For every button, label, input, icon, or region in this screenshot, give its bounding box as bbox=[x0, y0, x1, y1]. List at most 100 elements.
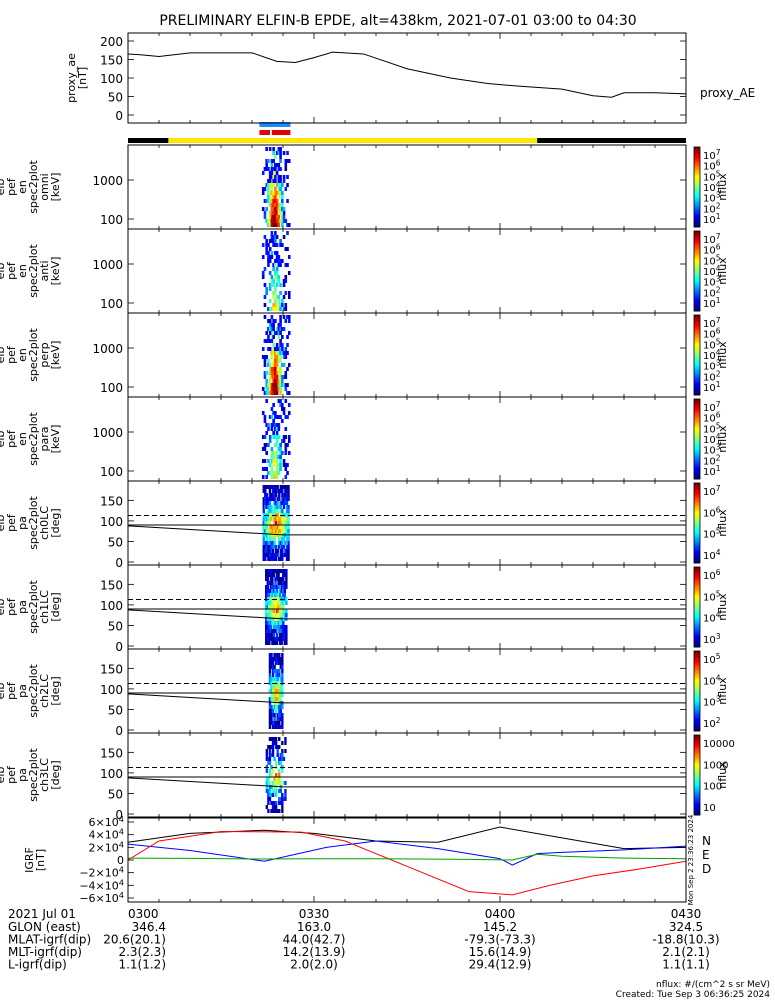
pitch-angle-cell bbox=[268, 509, 272, 513]
colorbar-cell bbox=[694, 633, 700, 636]
pitch-angle-cell bbox=[276, 681, 279, 685]
pitch-angle-cell bbox=[278, 781, 281, 785]
pitch-angle-panel-ylabel-line: elb bbox=[0, 515, 7, 532]
pitch-angle-cell bbox=[276, 685, 279, 689]
pitch-angle-cell bbox=[268, 581, 271, 585]
colorbar-cell bbox=[694, 191, 700, 194]
colorbar-cell bbox=[694, 223, 700, 226]
spectrogram-cell bbox=[279, 339, 282, 343]
spectrogram-cell bbox=[270, 371, 274, 375]
colorbar-cell bbox=[694, 421, 700, 424]
spectrogram-cell bbox=[275, 427, 279, 431]
pitch-angle-cell bbox=[279, 681, 282, 685]
colorbar-cell bbox=[694, 687, 700, 690]
colorbar-cell bbox=[694, 783, 700, 786]
pitch-angle-cell bbox=[267, 745, 270, 749]
pitch-angle-cell bbox=[276, 673, 279, 677]
colorbar-cell bbox=[694, 613, 700, 616]
spectrogram-cell bbox=[272, 147, 275, 151]
pitch-angle-cell bbox=[283, 597, 287, 601]
pitch-angle-cell bbox=[265, 605, 268, 609]
spectrogram-cell bbox=[275, 199, 279, 203]
pitch-angle-cell bbox=[272, 597, 276, 601]
spectrogram-cell bbox=[272, 203, 275, 207]
pitch-angle-cell bbox=[273, 557, 276, 561]
colorbar-tick-label: 100 bbox=[703, 782, 722, 793]
spectrogram-cell bbox=[286, 383, 289, 387]
spectrogram-cell bbox=[270, 471, 274, 475]
axes bbox=[127, 32, 701, 903]
pitch-angle-cell bbox=[274, 657, 278, 661]
spectrogram-cell bbox=[272, 403, 275, 407]
pitch-angle-cell bbox=[262, 485, 265, 489]
pitch-angle-cell bbox=[285, 609, 288, 613]
colorbar-tick-label: 10 bbox=[703, 803, 716, 814]
pitch-angle-cell bbox=[271, 801, 275, 805]
spectrogram-cell bbox=[270, 175, 274, 179]
spectrogram-cell bbox=[263, 235, 267, 239]
colorbar-cell bbox=[694, 689, 700, 692]
pitch-angle-cell bbox=[278, 625, 282, 629]
colorbar-cell bbox=[694, 619, 700, 622]
pitch-angle-cell bbox=[278, 745, 281, 749]
colorbar-cell bbox=[694, 199, 700, 202]
spectrogram-cell bbox=[279, 147, 282, 151]
colorbar-cell bbox=[694, 515, 700, 518]
pitch-angle-cell bbox=[282, 517, 286, 521]
pitch-angle-cell bbox=[264, 557, 267, 561]
colorbar-tick-label: 103 bbox=[703, 632, 721, 646]
spectrogram-cell bbox=[274, 199, 277, 203]
pitch-angle-cell bbox=[281, 685, 284, 689]
pitch-angle-cell bbox=[268, 677, 272, 681]
pitch-angle-cell bbox=[264, 533, 267, 537]
pitch-angle-cell bbox=[273, 785, 276, 789]
spectrogram-cell bbox=[287, 363, 291, 367]
spectrogram-cell bbox=[263, 303, 267, 307]
pitch-angle-cell bbox=[270, 653, 273, 657]
spectrogram-cell bbox=[284, 163, 288, 167]
igrf-component-label: D bbox=[702, 862, 711, 876]
pitch-angle-cell bbox=[287, 485, 290, 489]
pitch-angle-cell bbox=[276, 669, 279, 673]
pitch-angle-cell bbox=[279, 485, 282, 489]
colorbar-cell bbox=[694, 605, 700, 608]
pitch-angle-cell bbox=[287, 557, 290, 561]
pitch-angle-cell bbox=[273, 653, 276, 657]
proxy-ae-tick-label: 100 bbox=[100, 72, 123, 86]
colorbar-cell bbox=[694, 533, 700, 536]
spectrogram-cell bbox=[277, 307, 281, 311]
spectrogram-cell bbox=[277, 203, 281, 207]
spectrogram-cell bbox=[282, 235, 286, 239]
pitch-angle-cell bbox=[285, 501, 289, 505]
spectrogram-cell bbox=[277, 207, 281, 211]
pitch-angle-cell bbox=[267, 505, 270, 509]
pitch-angle-cell bbox=[270, 713, 273, 717]
pitch-angle-tick-label: 150 bbox=[100, 746, 123, 760]
spectrogram-cell bbox=[272, 323, 275, 327]
spectrogram-cell bbox=[281, 259, 284, 263]
pitch-angle-cell bbox=[283, 609, 287, 613]
spectrogram-cell bbox=[268, 175, 272, 179]
pitch-angle-cell bbox=[282, 601, 285, 605]
pitch-angle-panel-ylabel-line: pa bbox=[16, 516, 29, 530]
pitch-angle-tick-label: 50 bbox=[108, 703, 123, 717]
spectrogram-cell bbox=[263, 167, 267, 171]
energy-panel-ylabel-line: en bbox=[16, 180, 29, 194]
colorbar-cell bbox=[694, 723, 700, 726]
spectrogram-cell bbox=[261, 187, 265, 191]
spectrogram-cell bbox=[277, 399, 281, 403]
pitch-angle-cell bbox=[268, 553, 272, 557]
spectrogram-cell bbox=[265, 379, 268, 383]
spectrogram-cell bbox=[265, 383, 268, 387]
pitch-angle-cell bbox=[281, 509, 284, 513]
pitch-angle-cell bbox=[265, 785, 269, 789]
spectrogram-cell bbox=[279, 327, 282, 331]
pitch-angle-cell bbox=[287, 553, 290, 557]
pitch-angle-cell bbox=[277, 569, 280, 573]
spectrogram-cell bbox=[272, 475, 275, 479]
colorbar-frame bbox=[693, 398, 701, 480]
colorbar-frame bbox=[693, 482, 701, 564]
footer-row-value: 2.3(2.3) bbox=[118, 945, 166, 959]
colorbar-cell bbox=[694, 211, 700, 214]
colorbar-cell bbox=[694, 679, 700, 682]
